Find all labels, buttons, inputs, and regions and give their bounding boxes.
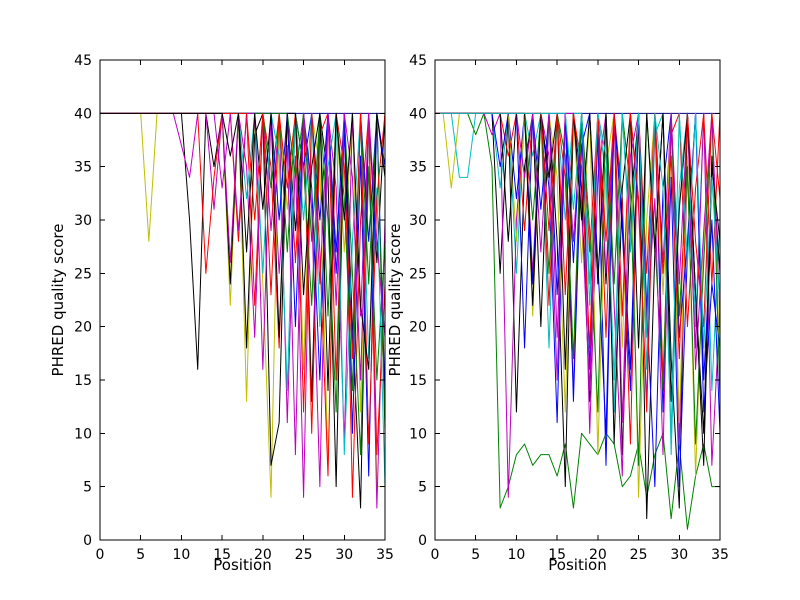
svg-text:10: 10 <box>508 547 526 563</box>
svg-text:15: 15 <box>409 373 427 389</box>
right-yaxis-label: PHRED quality score <box>386 223 404 377</box>
svg-text:30: 30 <box>409 213 427 229</box>
svg-text:5: 5 <box>83 480 92 496</box>
svg-text:0: 0 <box>83 533 92 549</box>
svg-text:5: 5 <box>471 547 480 563</box>
svg-text:15: 15 <box>213 547 231 563</box>
svg-text:30: 30 <box>670 547 688 563</box>
svg-text:30: 30 <box>335 547 353 563</box>
svg-text:10: 10 <box>173 547 191 563</box>
svg-text:0: 0 <box>418 533 427 549</box>
svg-text:35: 35 <box>409 160 427 176</box>
svg-text:45: 45 <box>409 53 427 69</box>
svg-text:20: 20 <box>74 320 92 336</box>
svg-text:25: 25 <box>295 547 313 563</box>
svg-text:10: 10 <box>409 426 427 442</box>
svg-text:15: 15 <box>74 373 92 389</box>
right-xaxis-label: Position <box>548 556 607 574</box>
svg-text:0: 0 <box>431 547 440 563</box>
svg-text:25: 25 <box>74 266 92 282</box>
svg-text:20: 20 <box>254 547 272 563</box>
svg-text:20: 20 <box>409 320 427 336</box>
svg-text:35: 35 <box>376 547 394 563</box>
svg-text:30: 30 <box>74 213 92 229</box>
svg-text:35: 35 <box>74 160 92 176</box>
svg-text:40: 40 <box>74 106 92 122</box>
svg-text:5: 5 <box>136 547 145 563</box>
svg-text:45: 45 <box>74 53 92 69</box>
svg-text:0: 0 <box>96 547 105 563</box>
svg-text:10: 10 <box>74 426 92 442</box>
left-xaxis-label: Position <box>213 556 272 574</box>
svg-text:25: 25 <box>409 266 427 282</box>
svg-text:15: 15 <box>548 547 566 563</box>
left-yaxis-label: PHRED quality score <box>49 223 67 377</box>
svg-text:20: 20 <box>589 547 607 563</box>
svg-text:25: 25 <box>630 547 648 563</box>
svg-text:5: 5 <box>418 480 427 496</box>
svg-text:35: 35 <box>711 547 729 563</box>
svg-text:40: 40 <box>409 106 427 122</box>
